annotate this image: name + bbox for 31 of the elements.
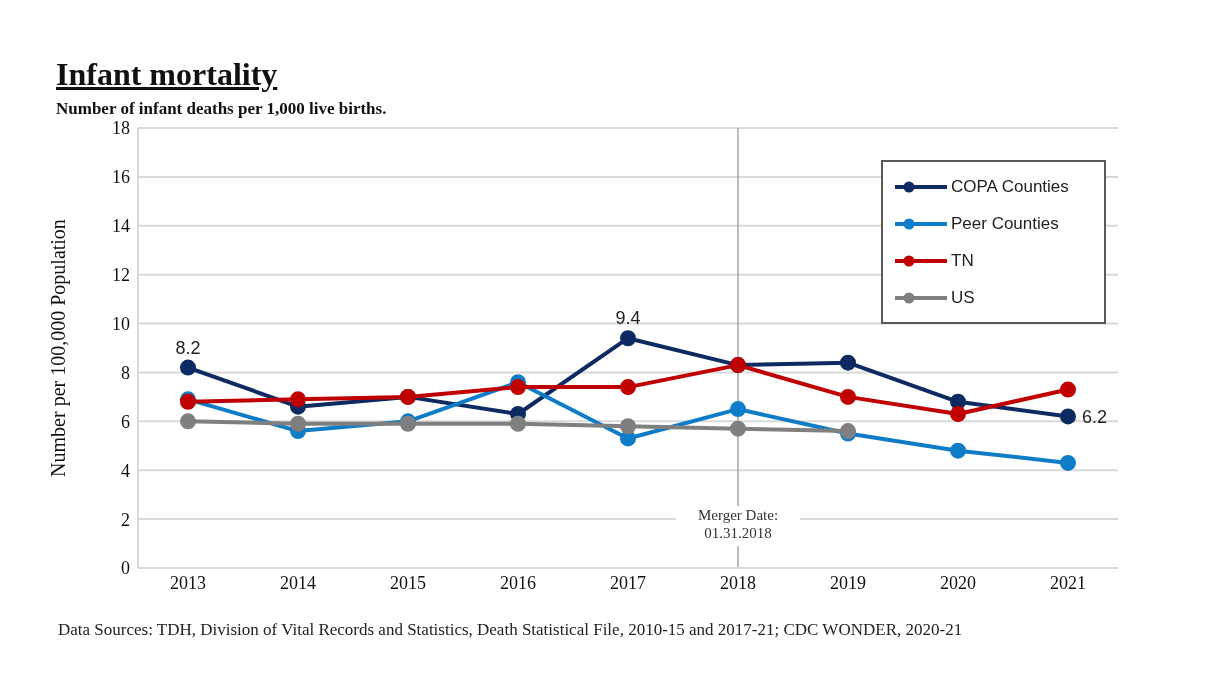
x-tick-label: 2013 [170,572,206,593]
x-tick-label: 2019 [830,572,866,593]
chart-title: Infant mortality [56,56,278,93]
x-tick-label: 2015 [390,572,426,593]
annotation: 6.2 [1082,406,1108,427]
y-tick-label: 6 [121,411,130,432]
y-tick-label: 12 [112,265,130,286]
annotation: 8.2 [175,337,201,358]
x-tick-label: 2014 [280,572,316,593]
y-tick-label: 14 [112,216,130,237]
y-tick-label: 18 [112,118,130,139]
ref-line-label: Merger Date: 01.31.2018 [697,507,779,541]
chart-subtitle: Number of infant deaths per 1,000 live births. [56,99,387,119]
y-tick-label: 10 [112,313,130,334]
x-tick-label: 2020 [940,572,976,593]
legend-label: Peer Counties [951,213,1059,234]
x-tick-label: 2021 [1050,572,1086,593]
y-tick-label: 16 [112,167,130,188]
y-axis-title: Number per 100,000 Population [47,219,71,477]
annotation: 9.4 [615,308,641,329]
legend-label: COPA Counties [951,176,1069,197]
x-tick-label: 2018 [720,572,756,593]
text: Data Sources: TDH, Division of Vital Records and Statistics, Death Statistical File, 2010-15 and 2017-21; CDC WONDER, 2020-21 [58,620,964,640]
y-tick-label: 2 [121,509,130,530]
y-tick-label: 0 [121,558,130,579]
x-tick-label: 2017 [610,572,646,593]
legend-label: TN [951,250,974,271]
x-tick-label: 2016 [500,572,536,593]
y-tick-label: 4 [121,460,130,481]
y-tick-label: 8 [121,362,130,383]
legend-label: US [951,287,975,308]
